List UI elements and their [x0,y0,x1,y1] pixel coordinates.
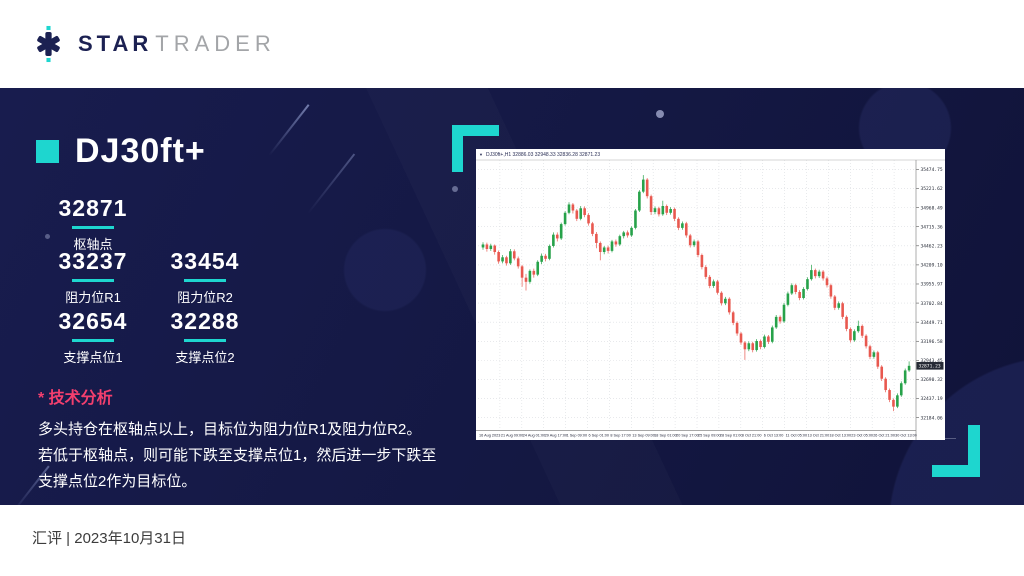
svg-text:6 Sep 01:00: 6 Sep 01:00 [589,434,609,438]
svg-text:28 Sep 01:00: 28 Sep 01:00 [720,434,743,438]
s2-label: 支撑点位2 [175,350,235,365]
svg-text:32690.32: 32690.32 [921,377,943,383]
stat-underline [72,339,114,342]
analysis-line: 支撑点位2作为目标位。 [38,473,197,490]
svg-text:8 Sep 17:00: 8 Sep 17:00 [610,434,630,438]
svg-text:6 Oct 13:00: 6 Oct 13:00 [764,434,784,438]
meteor-line [268,104,310,156]
svg-text:21 Aug 09:00: 21 Aug 09:00 [501,434,523,438]
deco-dot [45,234,50,239]
svg-text:24 Aug 01:00: 24 Aug 01:00 [523,434,545,438]
stat-resistance-2: 33454 阻力位R2 [142,248,268,306]
svg-text:23 Oct 05:00: 23 Oct 05:00 [851,434,873,438]
page-title: DJ30ft+ [75,132,206,170]
title-row: DJ30ft+ [36,132,206,171]
svg-text:35221.62: 35221.62 [921,186,943,192]
stat-underline [184,279,226,282]
footer-bar: 汇评 | 2023年10月31日 [0,505,1024,576]
svg-text:11 Oct 05:00: 11 Oct 05:00 [786,434,807,438]
svg-text:25 Sep 09:00: 25 Sep 09:00 [698,434,721,438]
svg-text:33196.58: 33196.58 [921,339,943,345]
svg-text:20 Sep 17:00: 20 Sep 17:00 [676,434,699,438]
footer-caption: 汇评 | 2023年10月31日 [32,530,186,547]
technical-analysis: * 技术分析 多头持仓在枢轴点以上，目标位为阻力位R1及阻力位R2。 若低于枢轴… [38,384,468,495]
svg-text:34715.36: 34715.36 [921,224,943,230]
svg-text:3 Oct 21:00: 3 Oct 21:00 [742,434,762,438]
svg-text:29 Aug 17:00: 29 Aug 17:00 [545,434,567,438]
svg-text:18 Sep 01:00: 18 Sep 01:00 [654,434,677,438]
svg-text:32871.23: 32871.23 [919,364,941,370]
chart-svg: 35474.75 35221.62 34968.49 34715.36 34462.23… [476,159,945,440]
header-bar: STAR TRADER [0,0,1024,88]
svg-text:30 Oct 13:00: 30 Oct 13:00 [895,434,917,438]
brand-star: STAR [78,31,153,56]
stat-underline [184,339,226,342]
corner-bracket-top-left [452,125,499,172]
svg-text:13 Sep 09:00: 13 Sep 09:00 [632,434,655,438]
r2-value: 33454 [170,248,240,274]
svg-text:33449.71: 33449.71 [921,320,943,326]
chart-title: DJ30ft+,H1 32886.03 32948.33 32836.28 32… [485,151,601,158]
svg-text:32943.45: 32943.45 [921,358,943,364]
svg-text:34968.49: 34968.49 [921,205,943,211]
r1-value: 33237 [58,248,128,274]
startrader-logo: STAR TRADER [30,25,276,63]
brand-trader: TRADER [155,31,276,56]
svg-text:33702.84: 33702.84 [921,301,943,307]
svg-text:34209.10: 34209.10 [921,263,943,269]
svg-text:35474.75: 35474.75 [921,167,943,173]
stat-underline [72,279,114,282]
svg-text:18 Oct 13:00: 18 Oct 13:00 [829,434,851,438]
stat-pivot: 32871 枢轴点 [30,195,156,253]
meteor-line [306,153,356,215]
title-square [36,140,59,163]
r1-label: 阻力位R1 [65,290,121,305]
svg-text:13 Oct 21:00: 13 Oct 21:00 [808,434,830,438]
pivot-label: 枢轴点 [73,237,113,252]
brand-name: STAR TRADER [78,25,276,63]
svg-text:16 Aug 2023: 16 Aug 2023 [479,434,500,438]
stat-underline [72,226,114,229]
analysis-line: 若低于枢轴点，则可能下跌至支撑点位1，然后进一步下跌至 [38,447,437,464]
s1-value: 32654 [58,308,128,334]
svg-text:1 Sep 09:00: 1 Sep 09:00 [567,434,587,438]
stat-support-2: 32288 支撑点位2 [142,308,268,366]
svg-text:33955.97: 33955.97 [921,282,943,288]
stat-resistance-1: 33237 阻力位R1 [30,248,156,306]
chart-caret-icon: ▼ [479,152,483,157]
analysis-line: 多头持仓在枢轴点以上，目标位为阻力位R1及阻力位R2。 [38,421,422,438]
svg-text:32437.19: 32437.19 [921,396,943,402]
r2-label: 阻力位R2 [177,290,233,305]
analysis-heading: * 技术分析 [38,390,113,407]
price-chart-panel: 35474.75 35221.62 34968.49 34715.36 34462.23… [476,149,945,440]
deco-dot [452,186,458,192]
s2-value: 32288 [170,308,240,334]
main-section: DJ30ft+ 32871 枢轴点 33237 阻力位R1 33454 阻力位R… [0,88,1024,505]
corner-bracket-bottom-right [932,425,980,477]
s1-label: 支撑点位1 [63,350,123,365]
svg-text:32184.06: 32184.06 [921,415,943,421]
deco-dot [656,110,664,118]
star-logo-icon [37,25,60,63]
stat-support-1: 32654 支撑点位1 [30,308,156,366]
chart-header: ▼ DJ30ft+,H1 32886.03 32948.33 32836.28 … [476,149,919,160]
pivot-value: 32871 [58,195,128,221]
svg-text:26 Oct 21:00: 26 Oct 21:00 [873,434,895,438]
svg-text:34462.23: 34462.23 [921,244,943,250]
